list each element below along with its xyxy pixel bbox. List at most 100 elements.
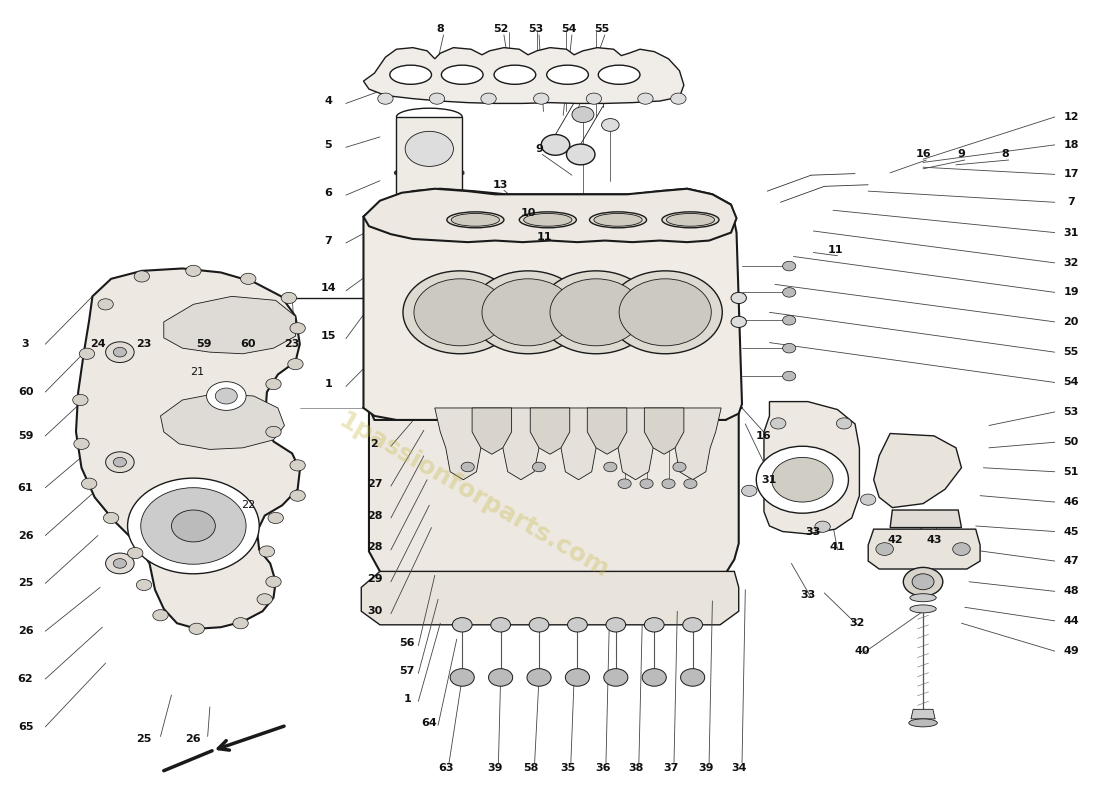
Circle shape [74, 438, 89, 450]
Polygon shape [164, 296, 296, 354]
Text: 32: 32 [849, 618, 865, 628]
Circle shape [741, 486, 757, 497]
Circle shape [491, 618, 510, 632]
Circle shape [683, 618, 703, 632]
Polygon shape [890, 510, 961, 527]
Text: 13: 13 [493, 180, 508, 190]
Circle shape [903, 567, 943, 596]
Circle shape [566, 144, 595, 165]
Circle shape [414, 279, 506, 346]
Polygon shape [764, 402, 859, 534]
Text: 19: 19 [1064, 287, 1079, 298]
Circle shape [815, 521, 830, 532]
Circle shape [79, 348, 95, 359]
Text: 48: 48 [1064, 586, 1079, 596]
Circle shape [290, 490, 306, 502]
Text: 54: 54 [561, 24, 576, 34]
Text: 39: 39 [698, 763, 714, 774]
Text: 26: 26 [186, 734, 201, 744]
Circle shape [876, 542, 893, 555]
Circle shape [128, 478, 260, 574]
Circle shape [288, 358, 304, 370]
Polygon shape [607, 408, 664, 480]
Circle shape [268, 513, 284, 523]
Circle shape [782, 262, 795, 271]
Circle shape [103, 513, 119, 523]
Circle shape [136, 579, 152, 590]
Text: 65: 65 [18, 722, 33, 732]
Text: 36: 36 [595, 763, 610, 774]
Text: 63: 63 [438, 763, 453, 774]
Polygon shape [363, 189, 737, 242]
Ellipse shape [909, 719, 937, 727]
Circle shape [186, 266, 201, 277]
Polygon shape [361, 571, 739, 625]
Text: 33: 33 [805, 526, 821, 537]
Polygon shape [434, 408, 492, 480]
Polygon shape [368, 408, 739, 613]
Polygon shape [363, 48, 684, 103]
Circle shape [471, 271, 585, 354]
Circle shape [771, 458, 833, 502]
Text: 44: 44 [1064, 616, 1079, 626]
Circle shape [106, 342, 134, 362]
Circle shape [782, 315, 795, 325]
Circle shape [662, 479, 675, 489]
Ellipse shape [451, 214, 499, 226]
Polygon shape [664, 408, 722, 480]
Polygon shape [402, 217, 473, 241]
Text: 52: 52 [493, 24, 508, 34]
Circle shape [684, 479, 697, 489]
Polygon shape [492, 408, 550, 480]
Circle shape [266, 426, 282, 438]
Polygon shape [911, 710, 935, 719]
Text: 3: 3 [22, 339, 30, 349]
Text: 60: 60 [241, 339, 256, 349]
Polygon shape [363, 189, 742, 420]
Circle shape [153, 610, 168, 621]
Ellipse shape [441, 65, 483, 84]
Circle shape [606, 618, 626, 632]
Circle shape [565, 669, 590, 686]
Circle shape [671, 93, 686, 104]
Text: 40: 40 [855, 646, 870, 656]
Text: 31: 31 [1064, 227, 1079, 238]
Text: 46: 46 [1064, 497, 1079, 507]
Circle shape [638, 93, 653, 104]
Text: 56: 56 [399, 638, 415, 648]
Text: 25: 25 [18, 578, 33, 588]
Text: 2: 2 [371, 439, 378, 449]
Circle shape [141, 488, 246, 564]
Circle shape [732, 292, 747, 303]
Text: 35: 35 [560, 763, 575, 774]
Circle shape [604, 462, 617, 472]
Text: 16: 16 [915, 150, 931, 159]
Circle shape [481, 93, 496, 104]
Text: 5: 5 [324, 140, 332, 150]
Text: 59: 59 [197, 339, 212, 349]
Circle shape [106, 553, 134, 574]
Ellipse shape [662, 212, 719, 228]
Circle shape [618, 479, 631, 489]
Text: 53: 53 [528, 24, 543, 34]
Circle shape [113, 347, 127, 357]
Text: 51: 51 [1064, 466, 1079, 477]
Ellipse shape [519, 212, 576, 228]
Text: 60: 60 [18, 387, 33, 397]
Text: 59: 59 [18, 431, 33, 441]
Text: 6: 6 [324, 188, 332, 198]
Text: 29: 29 [366, 574, 383, 584]
Circle shape [233, 618, 249, 629]
Circle shape [645, 618, 664, 632]
Circle shape [529, 618, 549, 632]
Text: 16: 16 [756, 431, 772, 441]
Circle shape [608, 271, 723, 354]
Circle shape [260, 546, 275, 557]
Ellipse shape [547, 65, 589, 84]
Text: 9: 9 [535, 144, 543, 154]
Text: 53: 53 [1064, 407, 1079, 417]
Circle shape [541, 134, 570, 155]
Text: 18: 18 [1064, 140, 1079, 150]
Text: 9: 9 [957, 150, 966, 159]
Circle shape [113, 558, 127, 568]
